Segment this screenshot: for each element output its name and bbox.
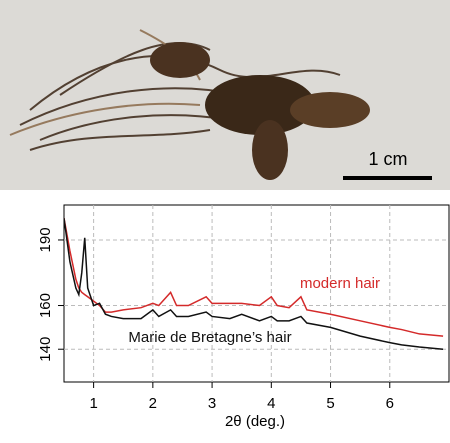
x-axis-label: 2θ (deg.) [225, 413, 285, 430]
y-tick-label: 160 [37, 293, 54, 318]
series-line [64, 218, 444, 350]
scale-label: 1 cm [368, 149, 407, 169]
y-tick-label: 190 [37, 227, 54, 252]
hair-photo: 1 cm [0, 0, 450, 190]
series-line [64, 217, 444, 337]
x-tick-label: 6 [386, 395, 394, 412]
y-tick-label: 140 [37, 337, 54, 362]
x-tick-label: 4 [267, 395, 275, 412]
plot-frame [63, 204, 450, 383]
x-tick-label: 1 [89, 395, 97, 412]
series-label: Marie de Bretagne’s hair [128, 329, 291, 346]
plot-lines [64, 217, 444, 350]
x-tick-label: 3 [208, 395, 216, 412]
series-label: modern hair [300, 275, 380, 292]
x-tick-label: 2 [149, 395, 157, 412]
x-tick-label: 5 [326, 395, 334, 412]
